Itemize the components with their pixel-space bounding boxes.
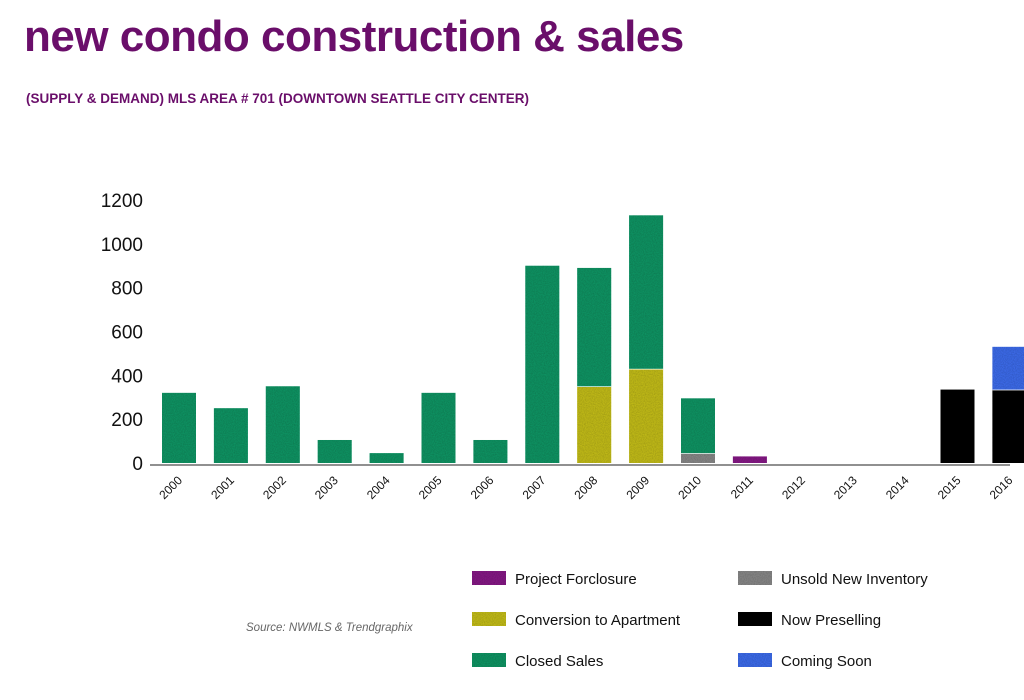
x-tick-label: 2003 [312,473,341,502]
page-subtitle: (SUPPLY & DEMAND) MLS AREA # 701 (DOWNTO… [26,91,530,106]
bar-conversion_to_apartment-2008 [577,386,612,463]
x-tick-label: 2007 [520,473,549,502]
x-tick-label: 2013 [831,473,860,502]
y-tick-label: 800 [111,279,143,300]
bar-closed_sales-2004 [369,453,404,463]
x-tick-label: 2001 [208,473,237,502]
y-tick-label: 200 [111,410,143,431]
legend-label-project_forclosure: Project Forclosure [515,571,637,588]
bar-closed_sales-2009 [629,215,664,369]
bar-unsold_new_inventory-2010 [681,453,715,463]
bar-closed_sales-2010 [681,398,715,454]
legend-label-now_preselling: Now Preselling [781,612,881,629]
x-tick-label: 2009 [623,473,652,502]
legend-swatch-coming_soon [738,653,772,667]
bar-closed_sales-2001 [213,408,248,463]
legend-label-unsold_new_inventory: Unsold New Inventory [781,571,928,588]
bar-closed_sales-2005 [421,392,456,463]
bar-now_preselling-2015 [940,389,975,463]
y-tick-label: 0 [132,454,143,475]
bar-coming_soon-2016 [992,346,1024,390]
legend-label-closed_sales: Closed Sales [515,653,603,670]
bar-closed_sales-2008 [577,267,612,387]
x-tick-label: 2004 [364,473,393,502]
x-tick-label: 2005 [416,473,445,502]
bar-now_preselling-2016 [992,389,1024,463]
bar-closed_sales-2007 [525,265,560,463]
legend-label-coming_soon: Coming Soon [781,653,872,670]
legend-swatch-now_preselling [738,612,772,626]
y-tick-label: 600 [111,323,143,344]
bar-project_forclosure-2011 [732,456,767,463]
page-title: new condo construction & sales [24,12,684,61]
y-tick-label: 1000 [101,235,143,256]
bar-closed_sales-2006 [473,439,508,463]
x-tick-label: 2008 [572,473,601,502]
x-tick-label: 2000 [156,473,185,502]
x-tick-label: 2006 [468,473,497,502]
y-tick-label: 400 [111,366,143,387]
y-tick-label: 1200 [101,191,143,212]
x-tick-label: 2002 [260,473,289,502]
x-tick-label: 2010 [675,473,704,502]
legend-label-conversion_to_apartment: Conversion to Apartment [515,612,681,629]
x-tick-label: 2014 [883,473,912,502]
legend-swatch-closed_sales [472,653,506,667]
x-tick-label: 2016 [987,473,1016,502]
x-tick-label: 2012 [779,473,808,502]
bar-closed_sales-2003 [317,439,352,463]
legend-swatch-project_forclosure [472,571,506,585]
bar-closed_sales-2002 [265,386,300,463]
legend-swatch-unsold_new_inventory [738,571,772,585]
source-note: Source: NWMLS & Trendgraphix [246,622,413,634]
x-tick-label: 2015 [935,473,964,502]
bar-conversion_to_apartment-2009 [629,368,664,463]
bar-closed_sales-2000 [162,392,196,463]
legend-swatch-conversion_to_apartment [472,612,506,626]
x-tick-label: 2011 [728,473,756,501]
